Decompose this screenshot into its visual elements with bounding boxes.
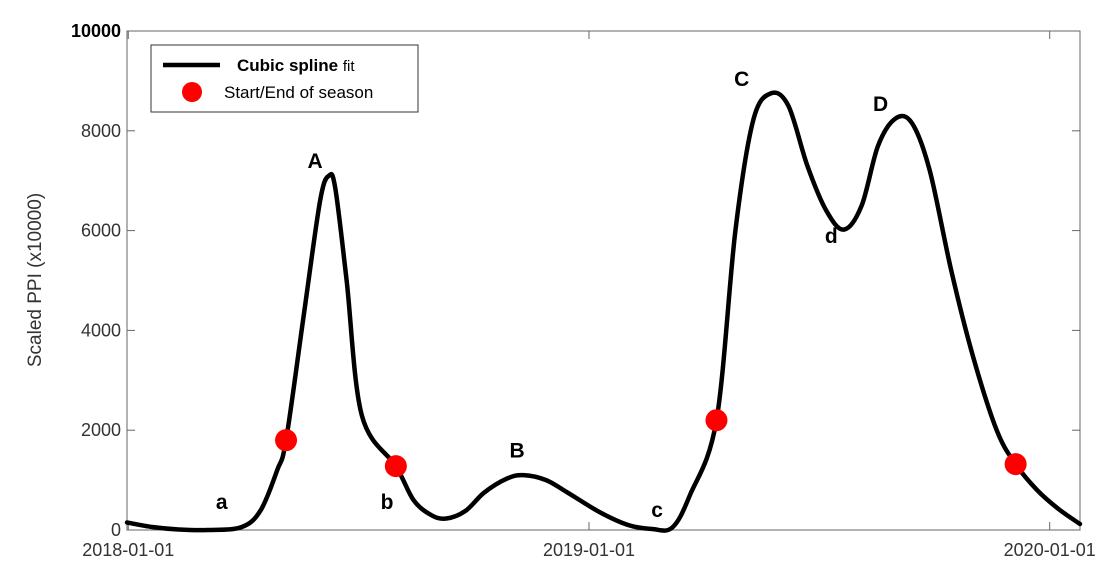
- season-markers: [275, 409, 1027, 478]
- y-tick-label: 4000: [81, 320, 121, 340]
- annotations: A B C Da b c d: [216, 68, 888, 522]
- season-marker-point: [384, 455, 407, 478]
- y-tick-label: 10000: [71, 21, 121, 41]
- y-axis-label: Scaled PPI (x10000): [25, 193, 46, 367]
- series-line-cubic-spline-fit: [124, 90, 1083, 533]
- season-marker-point: [705, 409, 728, 432]
- season-marker-point: [1004, 453, 1027, 476]
- legend: Cubic spline fit Start/End of season: [150, 44, 419, 113]
- plot-frame: [126, 30, 1081, 531]
- legend-entry-spline-bold: Cubic spline: [237, 56, 338, 75]
- annotation-label: C: [734, 68, 749, 91]
- y-tick-label: 2000: [81, 420, 121, 440]
- season-marker-point: [275, 429, 298, 452]
- annotation-label: D: [873, 93, 888, 116]
- annotation-label: d: [825, 225, 838, 248]
- y-tick-label: 6000: [81, 221, 121, 241]
- legend-marker-swatch: [182, 82, 202, 102]
- annotation-label: a: [216, 491, 228, 514]
- annotation-label: B: [509, 440, 524, 463]
- legend-entry-spline-rest: fit: [343, 58, 356, 75]
- x-tick-label: 2020-01-01: [1004, 540, 1096, 560]
- legend-entry-spline: Cubic spline fit: [237, 56, 355, 75]
- y-tick-label: 8000: [81, 121, 121, 141]
- x-tick-label: 2019-01-01: [543, 540, 635, 560]
- annotation-label: c: [651, 499, 663, 522]
- annotation-label: A: [307, 150, 322, 173]
- legend-entry-season: Start/End of season: [224, 83, 373, 102]
- annotation-label: b: [381, 491, 394, 514]
- x-tick-label: 2018-01-01: [82, 540, 174, 560]
- y-axis-ticks: 0 2000 4000 6000 8000 10000: [71, 21, 1080, 540]
- y-tick-label: 0: [111, 520, 121, 540]
